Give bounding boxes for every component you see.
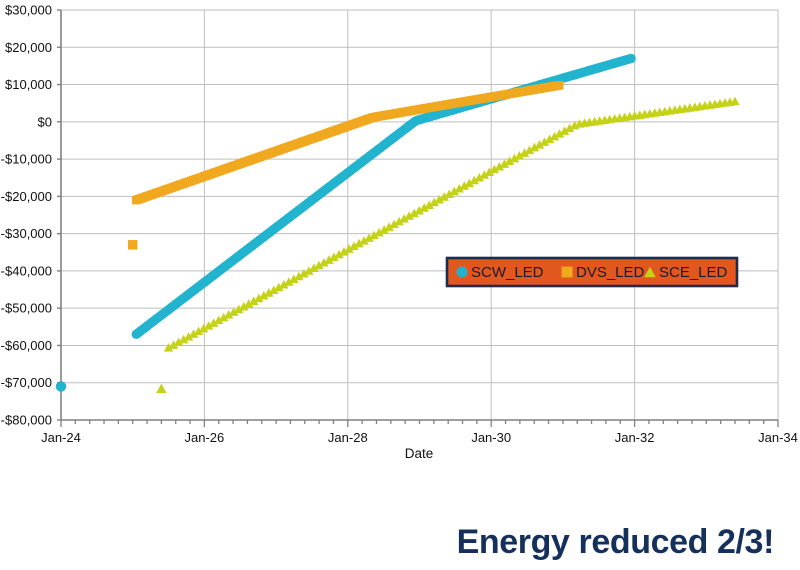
circle-marker-icon — [456, 266, 468, 278]
legend-label: SCE_LED — [659, 264, 728, 281]
y-tick-label: -$30,000 — [1, 226, 52, 241]
isolated-marker-scw_led — [55, 381, 67, 392]
series-sce_led — [156, 96, 740, 394]
x-axis-title: Date — [405, 446, 434, 461]
y-tick-label: -$50,000 — [1, 301, 52, 316]
x-tick-label: Jan-30 — [471, 430, 511, 445]
y-tick-label: $20,000 — [5, 40, 52, 55]
x-tick-label: Jan-26 — [185, 430, 225, 445]
data-series-layer — [55, 53, 740, 394]
y-tick-label: -$40,000 — [1, 263, 52, 278]
x-tick-label: Jan-24 — [41, 430, 81, 445]
caption-energy-reduced: Energy reduced 2/3! — [456, 523, 775, 561]
y-tick-label: -$70,000 — [1, 375, 52, 390]
x-tick-label: Jan-28 — [328, 430, 368, 445]
x-tick-label: Jan-32 — [615, 430, 655, 445]
isolated-marker-dvs_led — [127, 240, 138, 250]
legend-box[interactable] — [445, 256, 739, 288]
axis-lines — [60, 10, 778, 421]
y-axis-tick-labels: $30,000 $20,000 $10,000 $0 -$10,000 -$20,000 -… — [1, 3, 52, 428]
y-tick-label: -$10,000 — [1, 152, 52, 167]
x-axis-tick-labels: Jan-24 Jan-26 Jan-28 Jan-30 Jan-32 Jan-34 — [41, 430, 798, 445]
triangle-marker-icon — [644, 266, 656, 278]
x-tick-label: Jan-34 — [758, 430, 798, 445]
series-scw_led — [55, 53, 636, 392]
y-tick-label: $10,000 — [5, 77, 52, 92]
legend-item-scw_led[interactable]: SCW_LED — [456, 264, 544, 281]
y-tick-label: $0 — [38, 114, 52, 129]
legend-item-dvs_led[interactable]: DVS_LED — [561, 264, 645, 281]
chart-legend[interactable]: SCW_LED DVS_LED SCE_LED — [445, 256, 739, 288]
legend-label: DVS_LED — [576, 264, 645, 281]
y-tick-label: -$20,000 — [1, 189, 52, 204]
isolated-marker-sce_led — [156, 383, 167, 394]
y-tick-label: -$80,000 — [1, 413, 52, 428]
y-tick-label: -$60,000 — [1, 338, 52, 353]
y-tick-label: $30,000 — [5, 3, 52, 18]
series-dvs_led — [127, 81, 564, 250]
tick-marks — [57, 9, 779, 427]
square-marker-icon — [561, 266, 573, 278]
legend-label: SCW_LED — [471, 264, 544, 281]
legend-item-sce_led[interactable]: SCE_LED — [644, 264, 728, 281]
gridlines — [61, 9, 779, 421]
